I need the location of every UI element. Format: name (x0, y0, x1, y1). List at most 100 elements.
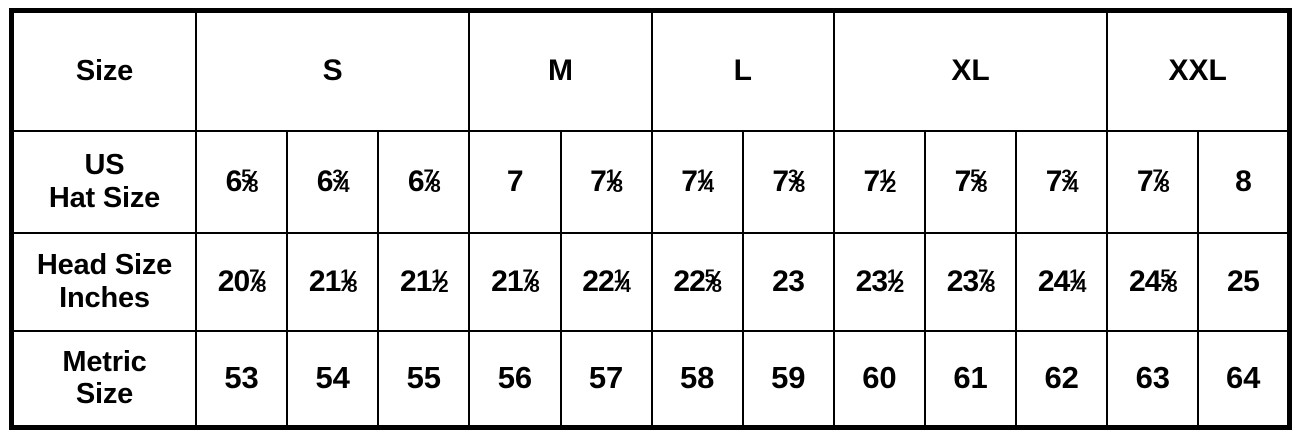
fraction-slash-icon: ⁄ (885, 165, 890, 198)
fraction-numerator: 1 (431, 265, 441, 286)
fraction-numerator: 5 (704, 265, 715, 286)
fraction-slash-icon: ⁄ (437, 265, 442, 298)
fraction-whole: 23 (946, 264, 979, 298)
cell-us-hat-size-6: 71⁄4 (650, 129, 744, 234)
mixed-fraction: 75⁄8 (954, 164, 988, 199)
fraction-slash-icon: ⁄ (984, 265, 989, 298)
mixed-fraction: 241⁄4 (1037, 264, 1087, 299)
fraction-whole: 22 (582, 264, 614, 298)
fraction-whole: 7 (681, 164, 698, 198)
cell-us-hat-size-2: 63⁄4 (286, 129, 380, 234)
mixed-fraction: 73⁄4 (1045, 164, 1079, 199)
fraction-whole: 7 (772, 164, 789, 198)
cell-head-size-inches-4: 217⁄8 (468, 231, 562, 332)
row-header-us-hat-size-line1: US (84, 149, 125, 182)
fraction-slash-icon: ⁄ (255, 265, 260, 298)
fraction-whole: 21 (308, 264, 341, 298)
fraction-denominator: 4 (1068, 174, 1078, 196)
fraction-slash-icon: ⁄ (247, 165, 252, 198)
fraction-numerator: 1 (887, 265, 897, 286)
mixed-fraction: 71⁄2 (863, 165, 896, 199)
fraction-slash-icon: ⁄ (619, 265, 625, 298)
fraction-slash-icon: ⁄ (710, 265, 716, 298)
fraction-numerator: 7 (249, 265, 259, 286)
fraction-slash-icon: ⁄ (1166, 265, 1171, 298)
cell-us-hat-size-4: 7 (468, 129, 562, 234)
fraction-whole: 21 (400, 264, 432, 298)
hat-size-chart-table: Size S M L XL XXL US Hat Size 65⁄8 63⁄4 … (9, 8, 1292, 430)
fraction-numerator: 7 (978, 265, 988, 286)
fraction-numerator: 7 (522, 265, 533, 286)
fraction-whole: 7 (954, 164, 972, 198)
table-row-size-groups: Size S M L XL XXL (10, 9, 1291, 132)
cell-metric-size-1: 53 (194, 329, 289, 429)
fraction-whole: 7 (1136, 164, 1154, 198)
fraction-denominator: 8 (794, 174, 805, 196)
fraction-numerator: 1 (696, 165, 707, 186)
fraction-whole: 7 (590, 164, 607, 198)
cell-head-size-inches-7: 23 (741, 231, 835, 332)
fraction-whole: 24 (1129, 264, 1161, 298)
cell-head-size-inches-2: 211⁄8 (286, 231, 380, 332)
cell-us-hat-size-5: 71⁄8 (559, 129, 653, 234)
fraction-denominator: 8 (711, 274, 722, 296)
fraction-numerator: 7 (1152, 165, 1163, 186)
fraction-denominator: 4 (703, 174, 714, 196)
cell-metric-size-6: 58 (650, 329, 744, 429)
row-header-metric-size: Metric Size (10, 329, 197, 429)
cell-head-size-inches-11: 245⁄8 (1106, 231, 1200, 332)
cell-us-hat-size-7: 73⁄8 (741, 129, 835, 234)
cell-metric-size-9: 61 (923, 329, 1018, 429)
fraction-numerator: 1 (340, 265, 350, 286)
cell-head-size-inches-10: 241⁄4 (1015, 231, 1109, 332)
cell-us-hat-size-1: 65⁄8 (194, 129, 289, 234)
group-header-xl: XL (832, 9, 1109, 132)
row-header-us-hat-size-line2: Hat Size (48, 181, 161, 214)
group-header-l: L (650, 9, 835, 132)
fraction-whole: 6 (225, 164, 243, 198)
fraction-slash-icon: ⁄ (611, 165, 617, 198)
mixed-fraction: 63⁄4 (317, 165, 350, 199)
fraction-slash-icon: ⁄ (793, 165, 799, 198)
fraction-numerator: 5 (241, 165, 251, 186)
fraction-numerator: 3 (332, 165, 342, 186)
cell-head-size-inches-12: 25 (1197, 231, 1291, 332)
mixed-fraction: 73⁄8 (772, 164, 805, 199)
size-chart-container: Size S M L XL XXL US Hat Size 65⁄8 63⁄4 … (9, 8, 1292, 430)
fraction-numerator: 1 (1069, 265, 1079, 286)
fraction-whole: 24 (1037, 264, 1070, 298)
fraction-denominator: 4 (339, 174, 349, 196)
cell-metric-size-7: 59 (741, 329, 835, 429)
fraction-denominator: 8 (1159, 174, 1169, 196)
fraction-denominator: 8 (1167, 274, 1177, 296)
cell-metric-size-3: 55 (377, 329, 471, 429)
fraction-numerator: 1 (605, 165, 616, 186)
fraction-slash-icon: ⁄ (429, 165, 434, 198)
fraction-numerator: 3 (1061, 165, 1071, 186)
group-header-xxl: XXL (1106, 9, 1291, 132)
fraction-whole: 21 (491, 264, 523, 298)
cell-metric-size-10: 62 (1015, 329, 1109, 429)
fraction-numerator: 5 (970, 165, 980, 186)
mixed-fraction: 67⁄8 (408, 165, 441, 199)
mixed-fraction: 245⁄8 (1129, 264, 1178, 299)
fraction-denominator: 4 (620, 274, 631, 296)
row-header-metric-size-line2: Size (75, 378, 134, 411)
table-row-metric-size: Metric Size 53 54 55 56 57 58 59 60 61 6… (10, 329, 1291, 429)
fraction-whole: 22 (673, 264, 705, 298)
cell-us-hat-size-12: 8 (1197, 129, 1291, 234)
fraction-numerator: 1 (613, 265, 624, 286)
cell-head-size-inches-8: 231⁄2 (832, 231, 927, 332)
fraction-slash-icon: ⁄ (892, 265, 898, 298)
fraction-numerator: 5 (1160, 265, 1170, 286)
mixed-fraction: 225⁄8 (673, 264, 722, 299)
fraction-whole: 7 (1045, 164, 1063, 198)
fraction-denominator: 4 (1076, 274, 1086, 296)
cell-head-size-inches-6: 225⁄8 (650, 231, 744, 332)
fraction-denominator: 2 (893, 274, 904, 296)
mixed-fraction: 207⁄8 (218, 265, 267, 299)
fraction-numerator: 7 (423, 165, 434, 186)
cell-head-size-inches-1: 207⁄8 (194, 231, 289, 332)
fraction-slash-icon: ⁄ (1075, 265, 1080, 298)
fraction-numerator: 1 (879, 165, 889, 186)
